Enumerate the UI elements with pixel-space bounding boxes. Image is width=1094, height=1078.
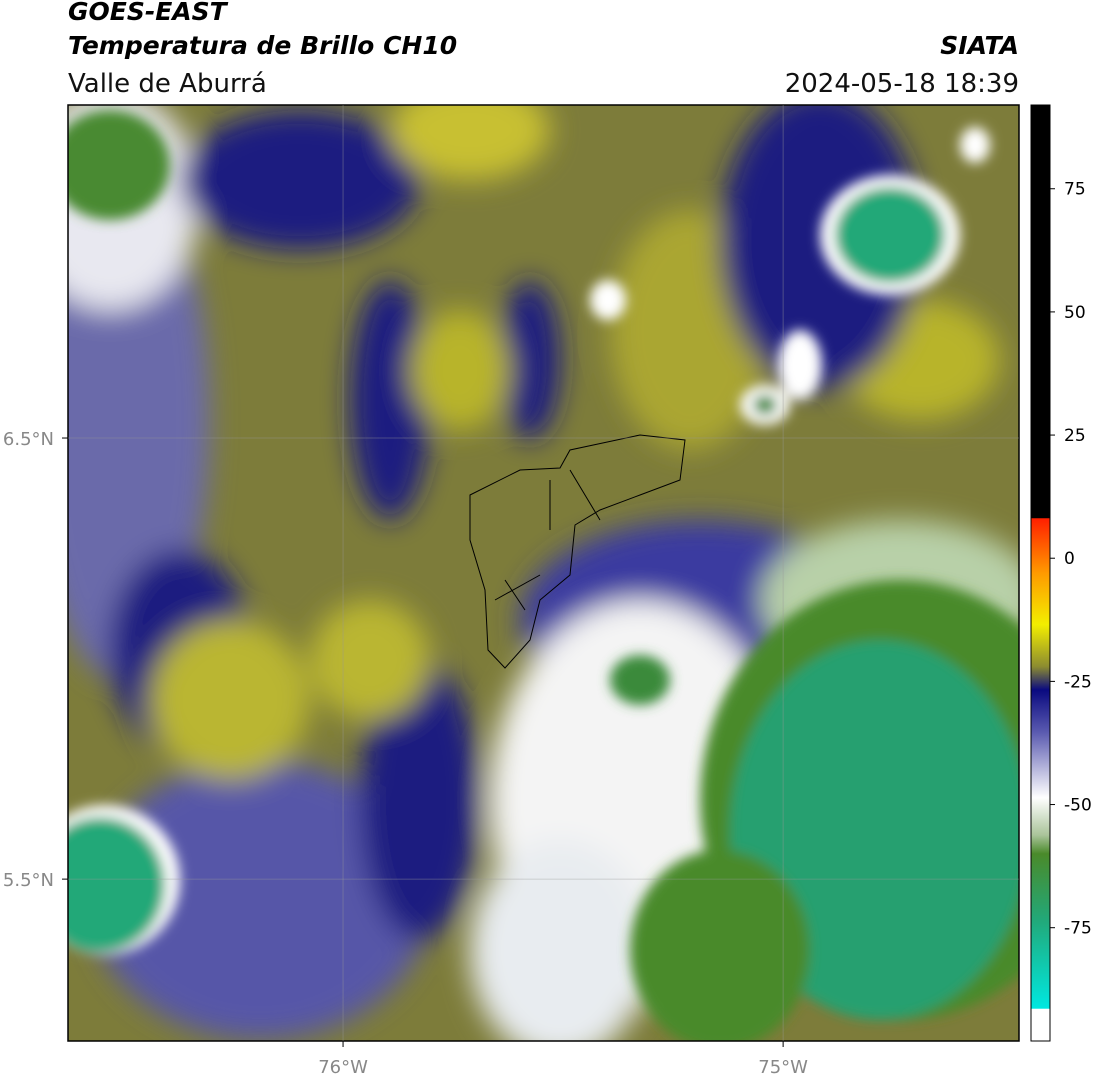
colorbar-label: 25	[1064, 426, 1086, 446]
colorbar	[1030, 104, 1051, 1042]
colorbar-label: -75	[1064, 919, 1092, 939]
catchment-outline	[469, 434, 686, 669]
colorbar-label: -25	[1064, 672, 1092, 692]
x-tick-label: 75°W	[758, 1057, 808, 1078]
region: Valle de Aburrá	[68, 69, 267, 99]
colorbar-label: -50	[1064, 796, 1092, 816]
subtitle: Temperatura de Brillo CH10	[68, 31, 457, 60]
colorbar-label: 0	[1064, 549, 1075, 569]
satellite-image	[68, 105, 1019, 1041]
datetime: 2024-05-18 18:39	[785, 69, 1019, 99]
title: GOES-EAST	[68, 0, 229, 26]
colorbar-label: 75	[1064, 180, 1086, 200]
source: SIATA	[940, 31, 1019, 60]
y-tick-label: 6.5°N	[3, 429, 54, 450]
x-tick-label: 76°W	[318, 1057, 368, 1078]
colorbar-label: 50	[1064, 303, 1086, 323]
map-frame	[67, 104, 1020, 1042]
y-tick-label: 5.5°N	[3, 870, 54, 891]
